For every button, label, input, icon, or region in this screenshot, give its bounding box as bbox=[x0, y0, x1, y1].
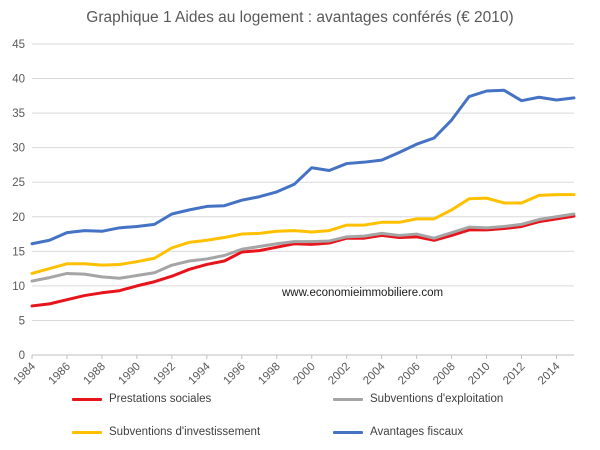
x-tick-label: 1984 bbox=[12, 360, 39, 387]
x-tick-label: 1992 bbox=[151, 361, 178, 388]
series-line-avantages-fiscaux bbox=[30, 88, 576, 246]
x-tick-label: 2008 bbox=[431, 361, 458, 388]
series-line-subventions-d-exploitation bbox=[30, 212, 576, 283]
x-tick-label: 1996 bbox=[221, 361, 248, 388]
y-tick-label: 10 bbox=[12, 281, 25, 293]
x-tick-label: 1994 bbox=[186, 360, 213, 387]
x-tick-label: 2012 bbox=[501, 361, 528, 388]
x-axis bbox=[31, 354, 574, 359]
x-tick-label: 1988 bbox=[81, 361, 108, 388]
x-tick-label: 1986 bbox=[47, 361, 74, 388]
series-line-prestations-sociales bbox=[30, 214, 576, 308]
y-tick-label: 30 bbox=[12, 143, 25, 155]
y-tick-label: 20 bbox=[12, 212, 25, 224]
y-axis-tick-labels: 0 5 10 15 20 25 30 35 40 45 bbox=[12, 39, 25, 362]
x-tick-label: 2006 bbox=[396, 361, 423, 388]
x-tick-label: 1998 bbox=[256, 361, 283, 388]
y-tick-label: 40 bbox=[12, 74, 25, 86]
y-tick-label: 35 bbox=[12, 108, 25, 120]
series-lines bbox=[30, 88, 576, 308]
y-tick-label: 0 bbox=[19, 350, 25, 362]
x-tick-label: 2014 bbox=[536, 360, 563, 387]
gridlines bbox=[32, 43, 574, 321]
series-line-subventions-d-investissement bbox=[30, 193, 576, 275]
y-tick-label: 5 bbox=[19, 315, 25, 327]
y-tick-label: 15 bbox=[12, 246, 25, 258]
x-tick-label: 2000 bbox=[291, 361, 318, 388]
x-axis-tick-labels: 1984 1986 1988 1990 1992 1994 1996 1998 2000 2002… bbox=[12, 360, 564, 387]
x-tick-label: 2004 bbox=[361, 360, 388, 387]
x-tick-label: 1990 bbox=[116, 361, 143, 388]
y-tick-label: 45 bbox=[12, 39, 25, 51]
website-annotation: www.economieimmobiliere.com bbox=[282, 287, 444, 299]
x-tick-label: 2002 bbox=[326, 361, 353, 388]
y-tick-label: 25 bbox=[12, 177, 25, 189]
chart-title: Graphique 1 Aides au logement : avantage… bbox=[86, 9, 514, 26]
x-tick-label: 2010 bbox=[466, 361, 493, 388]
